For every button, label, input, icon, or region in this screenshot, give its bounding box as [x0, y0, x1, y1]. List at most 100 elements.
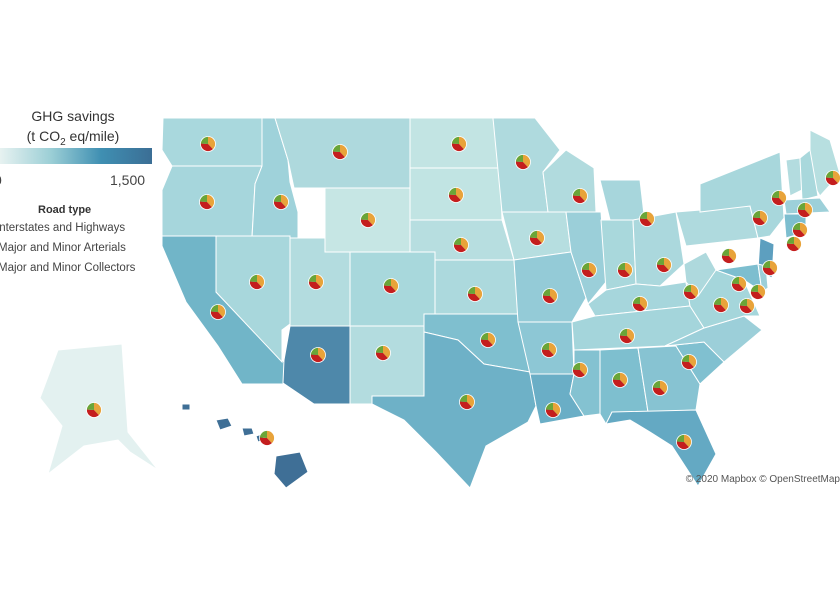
- pie-outline: [713, 297, 729, 313]
- state-new-hampshire[interactable]: [799, 149, 819, 201]
- pie-chart-ne[interactable]: [453, 237, 469, 253]
- pie-chart-az[interactable]: [310, 347, 326, 363]
- pie-chart-pa[interactable]: [721, 248, 737, 264]
- slice-collectors: [459, 394, 467, 402]
- pie-chart-ca[interactable]: [210, 304, 226, 320]
- pie-chart-mo[interactable]: [542, 288, 558, 304]
- slice-arterials: [308, 281, 322, 290]
- state-pennsylvania[interactable]: [675, 205, 759, 247]
- pie-chart-mi[interactable]: [639, 211, 655, 227]
- slice-collectors: [448, 187, 456, 195]
- pie-chart-me[interactable]: [825, 170, 840, 186]
- slice-arterials: [210, 311, 224, 320]
- state-florida[interactable]: [605, 409, 717, 487]
- pie-chart-ar[interactable]: [541, 342, 557, 358]
- pie-chart-mn[interactable]: [515, 154, 531, 170]
- pie-chart-de[interactable]: [750, 284, 766, 300]
- slice-interstates: [689, 354, 697, 368]
- pie-chart-in[interactable]: [617, 262, 633, 278]
- pie-chart-nm[interactable]: [375, 345, 391, 361]
- pie-chart-ut[interactable]: [308, 274, 324, 290]
- pie-chart-ia[interactable]: [529, 230, 545, 246]
- pie-chart-nd[interactable]: [451, 136, 467, 152]
- slice-arterials: [750, 291, 764, 300]
- slice-arterials: [273, 201, 287, 210]
- pie-chart-ma[interactable]: [786, 236, 802, 252]
- pie-chart-or[interactable]: [199, 194, 215, 210]
- pie-outline: [721, 248, 737, 264]
- pie-outline: [762, 260, 778, 276]
- pie-chart-wv[interactable]: [683, 284, 699, 300]
- pie-chart-tn[interactable]: [619, 328, 635, 344]
- state-indiana[interactable]: [600, 219, 637, 291]
- pie-outline: [581, 262, 597, 278]
- pie-outline: [786, 236, 802, 252]
- slice-arterials: [259, 437, 273, 446]
- pie-chart-oh[interactable]: [656, 257, 672, 273]
- slice-arterials: [656, 264, 670, 273]
- slice-arterials: [676, 441, 690, 450]
- pie-chart-tx[interactable]: [459, 394, 475, 410]
- map-attribution[interactable]: © 2020 Mapbox © OpenStreetMap: [685, 474, 840, 485]
- pie-chart-nv[interactable]: [249, 274, 265, 290]
- slice-interstates: [391, 278, 399, 292]
- slice-interstates: [664, 257, 672, 271]
- slice-arterials: [529, 237, 543, 246]
- pie-outline: [541, 342, 557, 358]
- state-texas[interactable]: [371, 331, 537, 489]
- pie-chart-ok[interactable]: [480, 332, 496, 348]
- pie-chart-sd[interactable]: [448, 187, 464, 203]
- slice-interstates: [549, 342, 557, 356]
- pie-chart-wi[interactable]: [572, 188, 588, 204]
- pie-chart-co[interactable]: [383, 278, 399, 294]
- pie-chart-va[interactable]: [739, 298, 755, 314]
- slice-collectors: [652, 380, 660, 388]
- pie-chart-ct[interactable]: [792, 222, 808, 238]
- pie-chart-vt[interactable]: [771, 190, 787, 206]
- state-hawaii[interactable]: [273, 451, 309, 489]
- pie-chart-il[interactable]: [581, 262, 597, 278]
- slice-arterials: [752, 217, 766, 226]
- pie-chart-mt[interactable]: [332, 144, 348, 160]
- pie-chart-ak[interactable]: [86, 402, 102, 418]
- pie-chart-al[interactable]: [612, 372, 628, 388]
- hawaii-island[interactable]: [215, 417, 233, 431]
- state-nevada[interactable]: [215, 235, 291, 364]
- pie-chart-ga[interactable]: [652, 380, 668, 396]
- slice-interstates: [647, 211, 655, 225]
- hawaii-island[interactable]: [241, 427, 255, 437]
- state-new-mexico[interactable]: [349, 325, 425, 405]
- pie-chart-md[interactable]: [731, 276, 747, 292]
- slice-collectors: [617, 262, 625, 270]
- slice-arterials: [545, 409, 559, 418]
- pie-chart-ms[interactable]: [572, 362, 588, 378]
- pie-chart-wy[interactable]: [360, 212, 376, 228]
- slice-interstates: [721, 297, 729, 311]
- slice-arterials: [797, 209, 811, 218]
- slice-interstates: [660, 380, 668, 394]
- pie-chart-nc[interactable]: [713, 297, 729, 313]
- pie-chart-la[interactable]: [545, 402, 561, 418]
- pie-chart-ky[interactable]: [632, 296, 648, 312]
- pie-chart-hi[interactable]: [259, 430, 275, 446]
- slice-collectors: [581, 262, 589, 270]
- state-illinois[interactable]: [565, 211, 607, 306]
- pie-chart-fl[interactable]: [676, 434, 692, 450]
- slice-interstates: [580, 188, 588, 202]
- pie-outline: [652, 380, 668, 396]
- state-vermont[interactable]: [785, 157, 803, 197]
- slice-interstates: [760, 210, 768, 224]
- pie-chart-id[interactable]: [273, 194, 289, 210]
- state-missouri[interactable]: [513, 251, 587, 323]
- road-type-interstates: Interstates and Highways: [0, 222, 126, 234]
- pie-chart-sc[interactable]: [681, 354, 697, 370]
- pie-outline: [332, 144, 348, 160]
- pie-chart-ny[interactable]: [752, 210, 768, 226]
- state-arizona[interactable]: [282, 325, 351, 405]
- pie-chart-ks[interactable]: [467, 286, 483, 302]
- pie-chart-wa[interactable]: [200, 136, 216, 152]
- slice-interstates: [758, 284, 766, 298]
- hawaii-island[interactable]: [181, 403, 191, 411]
- pie-chart-nj[interactable]: [762, 260, 778, 276]
- pie-chart-nh[interactable]: [797, 202, 813, 218]
